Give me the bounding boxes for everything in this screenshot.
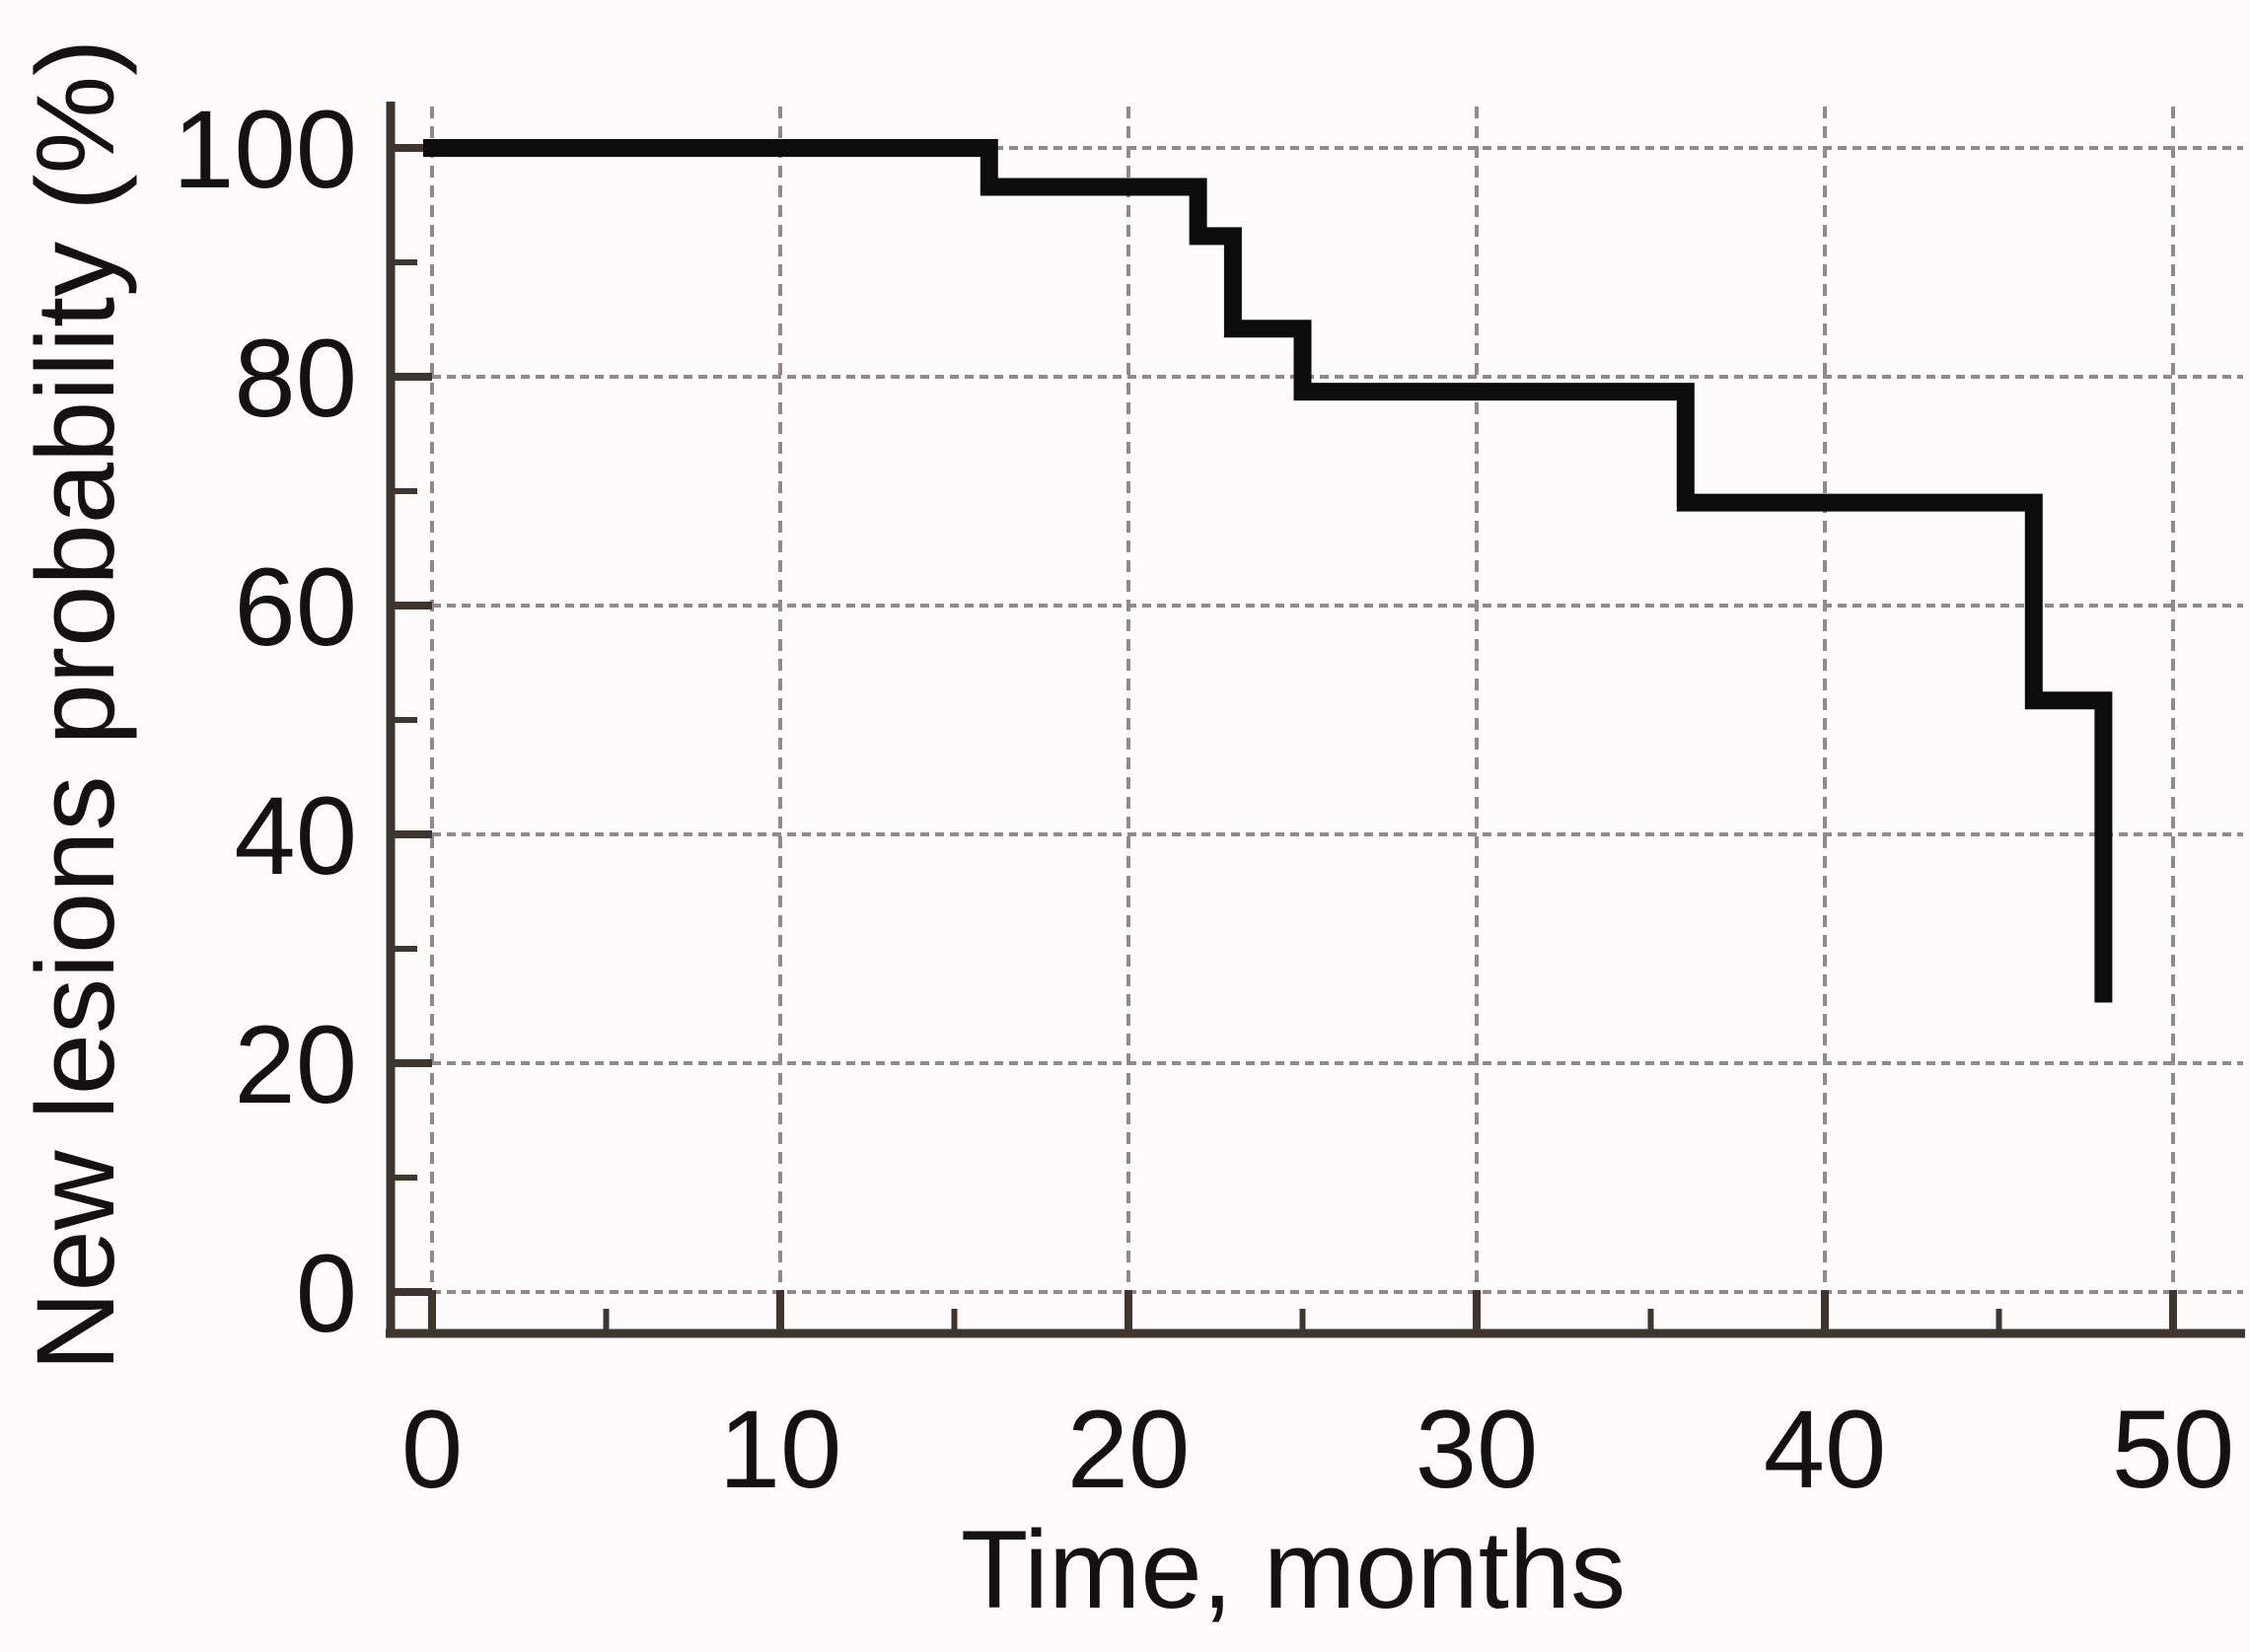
survival-curve <box>423 139 2113 1003</box>
x-tick-label: 50 <box>2112 1388 2235 1511</box>
y-tick-label: 0 <box>296 1232 357 1355</box>
x-tick-label: 10 <box>719 1388 842 1511</box>
x-tick-label: 40 <box>1764 1388 1887 1511</box>
x-tick-label: 30 <box>1415 1388 1539 1511</box>
y-tick-labels: 0 20 40 60 80 100 <box>173 88 357 1355</box>
y-tick-label: 100 <box>173 88 357 211</box>
y-axis-title: New lesions probability (%) <box>14 39 137 1372</box>
y-tick-label: 80 <box>234 317 357 440</box>
y-tick-label: 20 <box>234 1003 357 1126</box>
x-tick-labels: 0 10 20 30 40 50 <box>401 1388 2234 1511</box>
axis-spines <box>386 102 2245 1338</box>
y-tick-label: 60 <box>234 545 357 669</box>
x-tick-label: 0 <box>401 1388 463 1511</box>
gridlines <box>430 107 2243 1294</box>
x-tick-label: 20 <box>1067 1388 1191 1511</box>
x-axis-title: Time, months <box>961 1508 1626 1631</box>
y-tick-label: 40 <box>234 774 357 898</box>
